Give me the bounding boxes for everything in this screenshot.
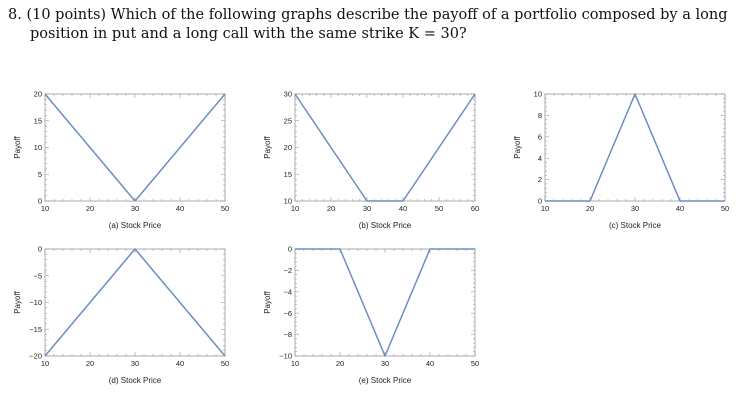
x-tick-label: 40 (176, 359, 184, 368)
x-tick-label: 50 (471, 359, 479, 368)
x-tick-label: 10 (41, 359, 49, 368)
y-tick-label: 30 (284, 90, 292, 99)
x-tick-label: 20 (86, 204, 94, 213)
plot-frame (294, 93, 476, 202)
x-tick-label: 30 (131, 359, 139, 368)
x-tick-label: 40 (676, 204, 684, 213)
x-tick-label: 30 (131, 204, 139, 213)
y-axis-label: Payoff (13, 290, 22, 313)
y-tick-label: 20 (34, 90, 42, 99)
y-tick-label: 0 (38, 245, 42, 254)
x-tick-label: 50 (221, 359, 229, 368)
x-tick-label: 10 (541, 204, 549, 213)
question-line-2: position in put and a long call with the… (30, 26, 467, 42)
payoff-line (44, 93, 226, 202)
y-tick-label: 25 (284, 116, 292, 125)
x-tick-label: 40 (176, 204, 184, 213)
y-tick-label: 0 (538, 197, 542, 206)
x-tick-label: 30 (381, 359, 389, 368)
y-axis-label: Payoff (263, 290, 272, 313)
question-line-1: 8. (10 points) Which of the following gr… (8, 7, 728, 23)
y-tick-label: −4 (283, 287, 292, 296)
y-tick-label: 20 (284, 143, 292, 152)
y-tick-label: −10 (29, 298, 42, 307)
y-tick-label: 0 (288, 245, 292, 254)
chart-a: 10 20 30 40 50 0 5 10 15 20 (a) Stock Price Payoff (13, 90, 229, 230)
y-axis-label: Payoff (513, 135, 522, 158)
y-tick-label: 4 (538, 154, 542, 163)
x-tick-label: 10 (291, 204, 299, 213)
payoff-line (295, 248, 475, 357)
y-tick-label: 15 (34, 116, 42, 125)
x-tick-label: 30 (631, 204, 639, 213)
y-axis-label: Payoff (13, 135, 22, 158)
y-tick-label: −8 (283, 330, 292, 339)
x-tick-label: 40 (426, 359, 434, 368)
y-tick-label: −20 (29, 352, 42, 361)
plot-frame (544, 93, 726, 202)
y-axis-label: Payoff (263, 135, 272, 158)
chart-e: 10 20 30 40 50 −10 −8 −6 −4 −2 0 (e) Stock Price Pay… (263, 245, 479, 385)
x-tick-label: 40 (399, 204, 407, 213)
x-axis-label: (d) Stock Price (109, 376, 162, 385)
x-axis-label: (a) Stock Price (109, 221, 162, 230)
x-axis-label: (b) Stock Price (359, 221, 412, 230)
x-axis-label: (c) Stock Price (609, 221, 662, 230)
y-tick-label: 10 (534, 90, 542, 99)
x-axis-label: (e) Stock Price (359, 376, 412, 385)
x-tick-label: 50 (435, 204, 443, 213)
payoff-line (44, 248, 226, 357)
x-tick-label: 20 (336, 359, 344, 368)
y-tick-label: 5 (38, 170, 42, 179)
y-tick-label: 2 (538, 175, 542, 184)
question-text: 8. (10 points) Which of the following gr… (8, 6, 736, 44)
y-tick-label: 10 (34, 143, 42, 152)
plot-frame (44, 93, 226, 202)
chart-c: 10 20 30 40 50 0 2 4 6 8 10 (c) Stock Price Payoff (513, 90, 729, 230)
y-tick-label: 8 (538, 111, 542, 120)
y-tick-label: −15 (29, 325, 42, 334)
x-tick-label: 60 (471, 204, 479, 213)
x-tick-label: 20 (586, 204, 594, 213)
chart-d: 10 20 30 40 50 −20 −15 −10 −5 0 (d) Stock Price Pay… (13, 245, 229, 385)
x-tick-label: 50 (221, 204, 229, 213)
chart-b: 10 20 30 40 50 60 10 15 20 25 30 (b) Stock Price Pay… (263, 90, 479, 230)
y-tick-label: −10 (279, 352, 292, 361)
plot-frame (44, 248, 226, 357)
x-tick-label: 20 (327, 204, 335, 213)
y-tick-label: 10 (284, 197, 292, 206)
y-tick-label: −2 (283, 266, 292, 275)
y-tick-label: −6 (283, 309, 292, 318)
x-tick-label: 10 (291, 359, 299, 368)
payoff-line (545, 93, 725, 202)
x-tick-label: 20 (86, 359, 94, 368)
x-tick-label: 30 (363, 204, 371, 213)
y-tick-label: 0 (38, 197, 42, 206)
y-tick-label: 15 (284, 170, 292, 179)
x-tick-label: 50 (721, 204, 729, 213)
plot-frame (294, 248, 476, 357)
y-tick-label: −5 (33, 271, 42, 280)
x-tick-label: 10 (41, 204, 49, 213)
payoff-line (294, 93, 476, 202)
y-tick-label: 6 (538, 132, 542, 141)
